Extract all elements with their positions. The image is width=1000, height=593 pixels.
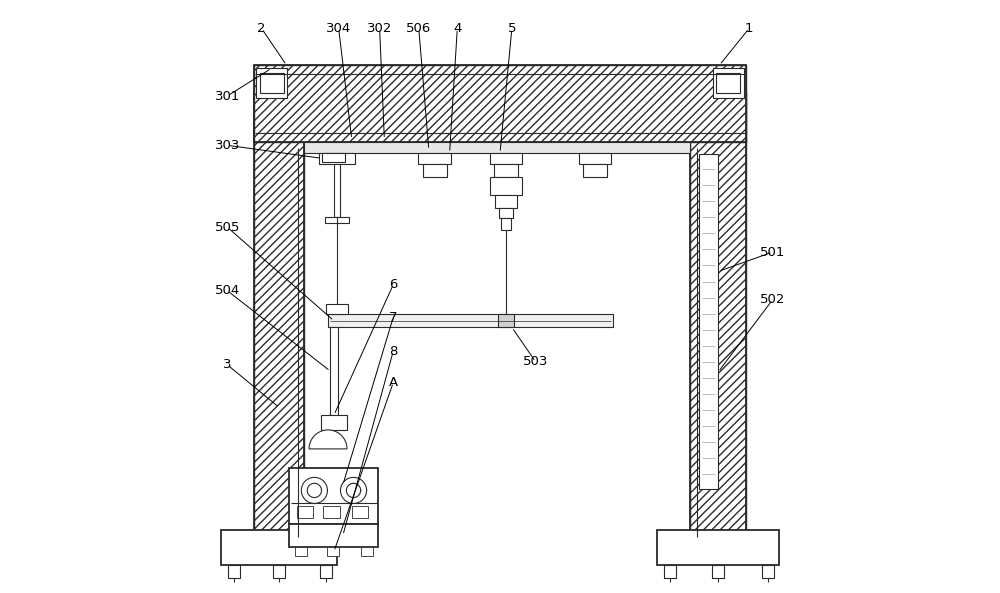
Bar: [295, 547, 307, 556]
Text: 503: 503: [523, 355, 548, 368]
Bar: [501, 218, 511, 230]
Bar: [256, 68, 287, 98]
Bar: [254, 92, 304, 543]
Bar: [495, 195, 517, 208]
Text: 501: 501: [760, 246, 785, 259]
Bar: [499, 208, 513, 218]
Polygon shape: [254, 92, 304, 543]
Bar: [254, 65, 746, 142]
Text: 2: 2: [257, 22, 266, 35]
Bar: [494, 164, 518, 177]
Text: 303: 303: [215, 139, 240, 152]
Bar: [304, 142, 690, 153]
Bar: [657, 530, 779, 565]
Text: 6: 6: [389, 278, 397, 291]
Text: 505: 505: [215, 221, 240, 234]
Text: A: A: [389, 376, 398, 389]
Bar: [762, 565, 774, 578]
Text: 5: 5: [508, 22, 516, 35]
Bar: [221, 530, 337, 565]
Text: 502: 502: [760, 293, 785, 306]
Text: 3: 3: [223, 358, 231, 371]
Bar: [321, 415, 347, 430]
Bar: [579, 153, 611, 164]
Text: 7: 7: [389, 311, 398, 324]
Bar: [323, 506, 340, 518]
Bar: [490, 177, 522, 195]
Bar: [699, 154, 718, 489]
Bar: [418, 153, 451, 164]
Bar: [334, 164, 340, 217]
Bar: [716, 73, 740, 93]
Bar: [690, 92, 746, 543]
Bar: [326, 304, 348, 314]
Bar: [490, 153, 522, 164]
Bar: [322, 153, 345, 162]
Bar: [361, 547, 373, 556]
Text: 506: 506: [406, 22, 431, 35]
Text: 302: 302: [367, 22, 392, 35]
Text: 1: 1: [745, 22, 753, 35]
Bar: [297, 506, 313, 518]
Polygon shape: [309, 430, 347, 449]
Text: 4: 4: [453, 22, 461, 35]
Text: 8: 8: [389, 345, 397, 358]
Bar: [498, 314, 514, 327]
Bar: [328, 314, 613, 327]
Bar: [583, 164, 607, 177]
Text: 304: 304: [326, 22, 351, 35]
Bar: [320, 565, 332, 578]
Bar: [289, 468, 378, 524]
Bar: [352, 506, 368, 518]
Bar: [327, 547, 339, 556]
Bar: [325, 217, 349, 223]
Bar: [664, 565, 676, 578]
Bar: [423, 164, 447, 177]
Bar: [260, 73, 284, 93]
Bar: [330, 327, 338, 415]
Bar: [273, 565, 285, 578]
Bar: [713, 68, 744, 98]
Text: 504: 504: [215, 284, 240, 297]
Polygon shape: [254, 65, 746, 142]
Text: 301: 301: [215, 90, 240, 103]
Bar: [712, 565, 724, 578]
Bar: [289, 524, 378, 547]
Polygon shape: [690, 92, 746, 543]
Bar: [319, 153, 355, 164]
Bar: [228, 565, 240, 578]
